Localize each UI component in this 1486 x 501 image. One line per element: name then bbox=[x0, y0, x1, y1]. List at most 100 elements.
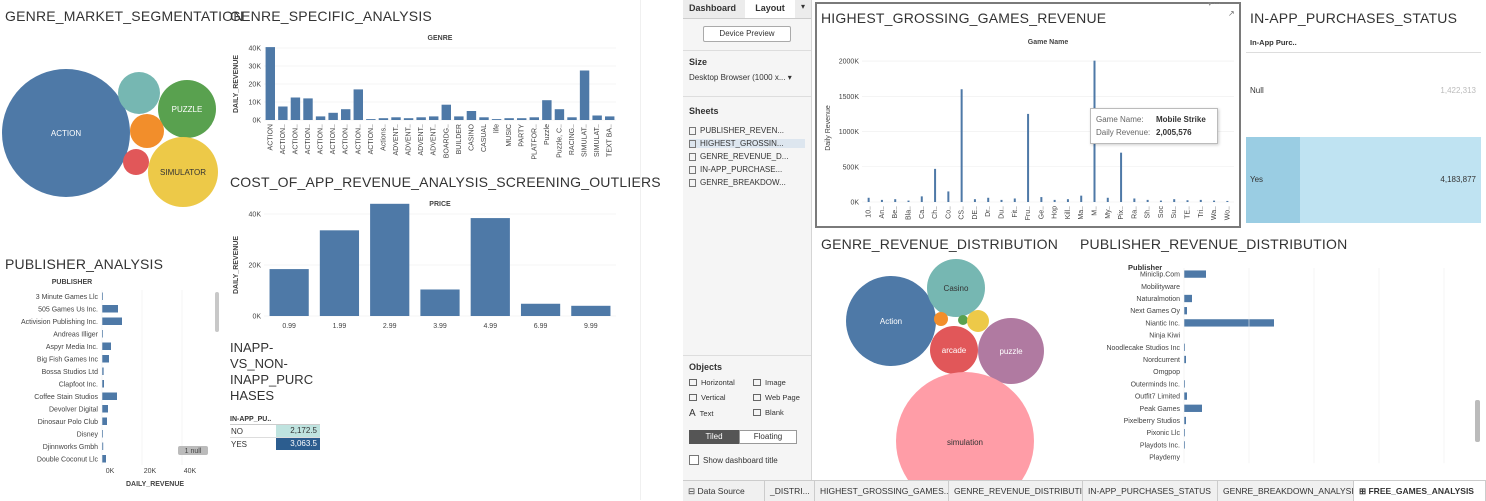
bar[interactable] bbox=[987, 197, 990, 202]
bar[interactable] bbox=[290, 97, 301, 121]
object-image[interactable]: Image bbox=[753, 378, 786, 387]
bar[interactable] bbox=[517, 118, 527, 120]
bar[interactable] bbox=[102, 330, 103, 338]
bar[interactable] bbox=[102, 305, 118, 313]
sheet-item[interactable]: IN-APP_PURCHASE... bbox=[689, 165, 782, 174]
floating-button[interactable]: Floating bbox=[739, 430, 797, 444]
sheet-item[interactable]: GENRE_REVENUE_D... bbox=[689, 152, 788, 161]
bar[interactable] bbox=[102, 417, 107, 426]
bubble-teal[interactable] bbox=[118, 72, 160, 114]
tab-dashboard[interactable]: Dashboard bbox=[689, 3, 737, 13]
bar[interactable] bbox=[920, 196, 923, 202]
bar[interactable] bbox=[102, 292, 103, 301]
tab-sheet[interactable]: HIGHEST_GROSSING_GAMES... bbox=[815, 481, 949, 501]
bubble-simulator[interactable]: SIMULATOR bbox=[148, 137, 218, 207]
bar[interactable] bbox=[102, 405, 108, 413]
bar[interactable] bbox=[973, 199, 976, 202]
bar[interactable] bbox=[378, 118, 389, 120]
bar[interactable] bbox=[403, 118, 414, 120]
show-title-checkbox[interactable]: Show dashboard title bbox=[689, 455, 778, 465]
null-badge[interactable] bbox=[178, 446, 208, 455]
bar[interactable] bbox=[328, 112, 338, 120]
bar[interactable] bbox=[454, 116, 464, 120]
inapp-row-yes[interactable]: YES 3,063.5 bbox=[230, 438, 320, 450]
bar[interactable] bbox=[1000, 199, 1003, 202]
bar[interactable] bbox=[1184, 307, 1187, 315]
tab-sheet[interactable]: GENRE_REVENUE_DISTRIBUTI... bbox=[949, 481, 1083, 501]
bar[interactable] bbox=[102, 380, 104, 388]
bar[interactable] bbox=[1106, 197, 1109, 202]
bar[interactable] bbox=[466, 111, 477, 120]
bubble-orange[interactable] bbox=[934, 312, 948, 326]
bar[interactable] bbox=[491, 119, 502, 120]
bar[interactable] bbox=[366, 119, 376, 120]
bar[interactable] bbox=[102, 455, 106, 463]
bar[interactable] bbox=[269, 269, 309, 316]
bar[interactable] bbox=[102, 367, 104, 376]
bar[interactable] bbox=[315, 116, 326, 120]
bar[interactable] bbox=[1184, 319, 1274, 327]
tab-free-games-analysis[interactable]: ⊞ FREE_GAMES_ANALYSIS bbox=[1354, 481, 1486, 501]
tab-layout[interactable]: Layout bbox=[745, 0, 795, 18]
bar[interactable] bbox=[960, 89, 963, 202]
bar[interactable] bbox=[1053, 199, 1056, 202]
tab-menu-arrow-icon[interactable]: ▾ bbox=[801, 2, 806, 11]
bar[interactable] bbox=[1066, 199, 1069, 202]
bar[interactable] bbox=[1184, 294, 1192, 303]
bubble-arcade[interactable]: arcade bbox=[930, 326, 978, 374]
vertical-scrollbar[interactable] bbox=[1475, 400, 1480, 442]
bar[interactable] bbox=[353, 89, 363, 120]
bar[interactable] bbox=[605, 116, 615, 120]
bubble-yellow[interactable] bbox=[967, 310, 989, 332]
bar[interactable] bbox=[1133, 198, 1136, 202]
bar[interactable] bbox=[102, 392, 117, 401]
tab-data-source[interactable]: ⊟ Data Source bbox=[683, 481, 765, 501]
highest-grossing-panel[interactable] bbox=[815, 2, 1241, 228]
bar[interactable] bbox=[470, 218, 510, 316]
scrollbar[interactable] bbox=[215, 292, 219, 332]
bar[interactable] bbox=[894, 199, 897, 202]
bar[interactable] bbox=[571, 305, 611, 316]
bar[interactable] bbox=[1184, 404, 1202, 412]
bar[interactable] bbox=[567, 117, 577, 120]
bar[interactable] bbox=[1184, 343, 1185, 351]
sheet-item[interactable]: GENRE_BREAKDOW... bbox=[689, 178, 786, 187]
bar[interactable] bbox=[278, 106, 288, 121]
bar[interactable] bbox=[1226, 200, 1229, 202]
bar[interactable] bbox=[1027, 113, 1030, 202]
bar[interactable] bbox=[102, 317, 122, 326]
bar[interactable] bbox=[542, 100, 552, 120]
object-blank[interactable]: Blank bbox=[753, 408, 784, 417]
device-preview-button[interactable]: Device Preview bbox=[703, 26, 791, 42]
tab-sheet[interactable]: IN-APP_PURCHASES_STATUS bbox=[1083, 481, 1218, 501]
bar[interactable] bbox=[479, 117, 489, 120]
bar[interactable] bbox=[1184, 392, 1187, 400]
bar[interactable] bbox=[1184, 380, 1185, 388]
bar[interactable] bbox=[102, 430, 103, 438]
bar[interactable] bbox=[520, 303, 561, 316]
bar[interactable] bbox=[420, 289, 460, 316]
bar[interactable] bbox=[265, 47, 275, 120]
tab-sheet[interactable]: GENRE_BREAKDOWN_ANALYSI... bbox=[1218, 481, 1354, 501]
bubble-puzzle[interactable]: puzzle bbox=[978, 318, 1044, 384]
bar[interactable] bbox=[529, 117, 539, 120]
bar[interactable] bbox=[102, 442, 104, 451]
sheet-item[interactable]: PUBLISHER_REVEN... bbox=[689, 126, 784, 135]
bar[interactable] bbox=[579, 70, 590, 121]
bar[interactable] bbox=[1120, 152, 1123, 202]
bar[interactable] bbox=[1213, 200, 1216, 202]
panel-handle-icon[interactable]: ▾ ⋯ bbox=[1208, 1, 1221, 8]
bar[interactable] bbox=[1013, 198, 1016, 202]
size-select[interactable]: Desktop Browser (1000 x... ▾ bbox=[689, 73, 792, 82]
bar[interactable] bbox=[947, 191, 950, 202]
bar[interactable] bbox=[416, 117, 426, 120]
bubble-casino[interactable]: Casino bbox=[927, 259, 985, 317]
bar[interactable] bbox=[1184, 429, 1185, 437]
object-webpage[interactable]: Web Page bbox=[753, 393, 800, 402]
bar[interactable] bbox=[441, 104, 451, 120]
bar[interactable] bbox=[907, 200, 910, 202]
bar[interactable] bbox=[102, 342, 111, 351]
inapp-row-no[interactable]: NO 2,172.5 bbox=[230, 425, 320, 438]
bar[interactable] bbox=[1159, 200, 1162, 202]
bar[interactable] bbox=[370, 203, 410, 316]
